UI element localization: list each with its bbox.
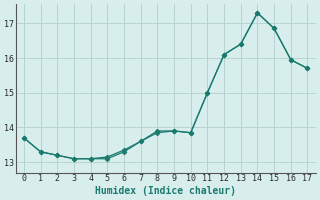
X-axis label: Humidex (Indice chaleur): Humidex (Indice chaleur) [95,186,236,196]
